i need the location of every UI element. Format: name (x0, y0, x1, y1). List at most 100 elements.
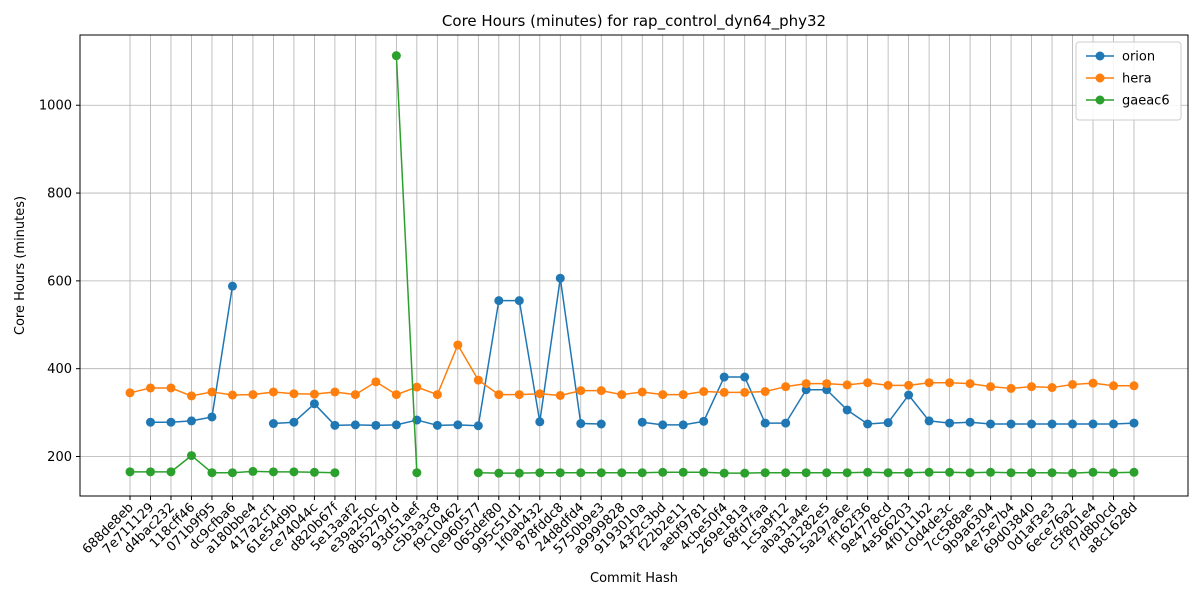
data-point-hera (145, 383, 155, 393)
data-point-hera (637, 387, 647, 397)
data-point-orion (945, 418, 955, 428)
data-point-hera (842, 380, 852, 390)
legend: orion hera gaeac6 (1075, 41, 1182, 121)
data-point-hera (945, 378, 955, 388)
data-point-hera (965, 379, 975, 389)
data-point-orion (719, 372, 729, 382)
data-point-gaeac6 (555, 468, 565, 478)
data-point-orion (289, 417, 299, 427)
data-point-orion (514, 296, 524, 306)
data-point-orion (535, 417, 545, 427)
data-point-gaeac6 (801, 468, 811, 478)
data-point-hera (473, 375, 483, 385)
data-point-gaeac6 (1068, 468, 1078, 478)
data-point-orion (576, 419, 586, 429)
data-point-orion (166, 417, 176, 427)
data-point-gaeac6 (719, 468, 729, 478)
data-point-orion (883, 418, 893, 428)
data-point-gaeac6 (945, 467, 955, 477)
data-point-orion (637, 417, 647, 427)
data-point-gaeac6 (1027, 468, 1037, 478)
data-point-orion (781, 418, 791, 428)
data-point-hera (1006, 383, 1016, 393)
data-point-gaeac6 (125, 467, 135, 477)
data-point-orion (371, 420, 381, 430)
data-point-orion (453, 420, 463, 430)
data-point-hera (781, 382, 791, 392)
data-point-orion (965, 417, 975, 427)
data-point-hera (309, 389, 319, 399)
y-tick-label: 1000 (39, 99, 72, 114)
data-point-gaeac6 (268, 467, 278, 477)
data-point-hera (863, 378, 873, 388)
data-point-hera (494, 390, 504, 400)
data-point-hera (1109, 381, 1119, 391)
y-tick-label: 200 (47, 450, 72, 465)
data-point-orion (760, 418, 770, 428)
data-point-gaeac6 (248, 466, 258, 476)
data-point-hera (822, 379, 832, 389)
data-point-hera (186, 391, 196, 401)
series-hera (125, 340, 1139, 401)
data-point-hera (535, 389, 545, 399)
data-point-hera (904, 380, 914, 390)
data-point-orion (1109, 419, 1119, 429)
data-point-gaeac6 (883, 468, 893, 478)
series-gaeac6 (125, 51, 1139, 478)
data-point-gaeac6 (1088, 467, 1098, 477)
data-point-hera (617, 390, 627, 400)
data-point-gaeac6 (412, 468, 422, 478)
data-point-hera (678, 390, 688, 400)
y-axis-label: Core Hours (minutes) (13, 196, 28, 335)
legend-marker (1095, 51, 1105, 61)
data-point-gaeac6 (494, 468, 504, 478)
legend-item-gaeac6: gaeac6 (1086, 94, 1170, 109)
data-point-orion (924, 416, 934, 426)
data-point-orion (986, 419, 996, 429)
data-point-orion (350, 420, 360, 430)
legend-item-hera: hera (1086, 72, 1152, 87)
data-point-gaeac6 (1006, 468, 1016, 478)
data-point-orion (842, 405, 852, 415)
data-point-hera (883, 380, 893, 390)
data-point-hera (412, 382, 422, 392)
data-point-hera (699, 387, 709, 397)
data-point-gaeac6 (760, 468, 770, 478)
data-point-hera (658, 390, 668, 400)
plot-frame (79, 34, 1189, 497)
data-point-orion (1088, 419, 1098, 429)
data-point-hera (1088, 378, 1098, 388)
data-point-hera (166, 383, 176, 393)
series-line-gaeac6 (395, 55, 418, 473)
data-point-orion (391, 420, 401, 430)
data-point-orion (330, 420, 340, 430)
data-point-gaeac6 (658, 467, 668, 477)
data-point-hera (1027, 382, 1037, 392)
y-tick-label: 600 (47, 274, 72, 289)
data-point-gaeac6 (986, 467, 996, 477)
data-point-gaeac6 (330, 468, 340, 478)
data-point-hera (248, 390, 258, 400)
data-point-gaeac6 (781, 468, 791, 478)
data-point-hera (453, 340, 463, 350)
data-point-orion (473, 421, 483, 431)
data-point-gaeac6 (678, 467, 688, 477)
data-point-orion (1068, 419, 1078, 429)
y-axis: 200 400 600 800 1000 (39, 99, 80, 465)
data-point-gaeac6 (576, 468, 586, 478)
data-point-gaeac6 (924, 467, 934, 477)
data-point-hera (371, 377, 381, 387)
data-point-orion (699, 416, 709, 426)
data-point-orion (494, 296, 504, 306)
data-point-gaeac6 (1047, 468, 1057, 478)
x-axis-label: Commit Hash (590, 571, 678, 586)
series-orion (145, 273, 1139, 431)
data-point-orion (309, 399, 319, 409)
chart-title: Core Hours (minutes) for rap_control_dyn… (442, 12, 826, 31)
x-axis: 688de8eb7e711129d4bac232118cff46071b9f95… (80, 496, 1141, 558)
data-point-hera (514, 390, 524, 400)
data-point-gaeac6 (166, 467, 176, 477)
data-point-orion (740, 372, 750, 382)
